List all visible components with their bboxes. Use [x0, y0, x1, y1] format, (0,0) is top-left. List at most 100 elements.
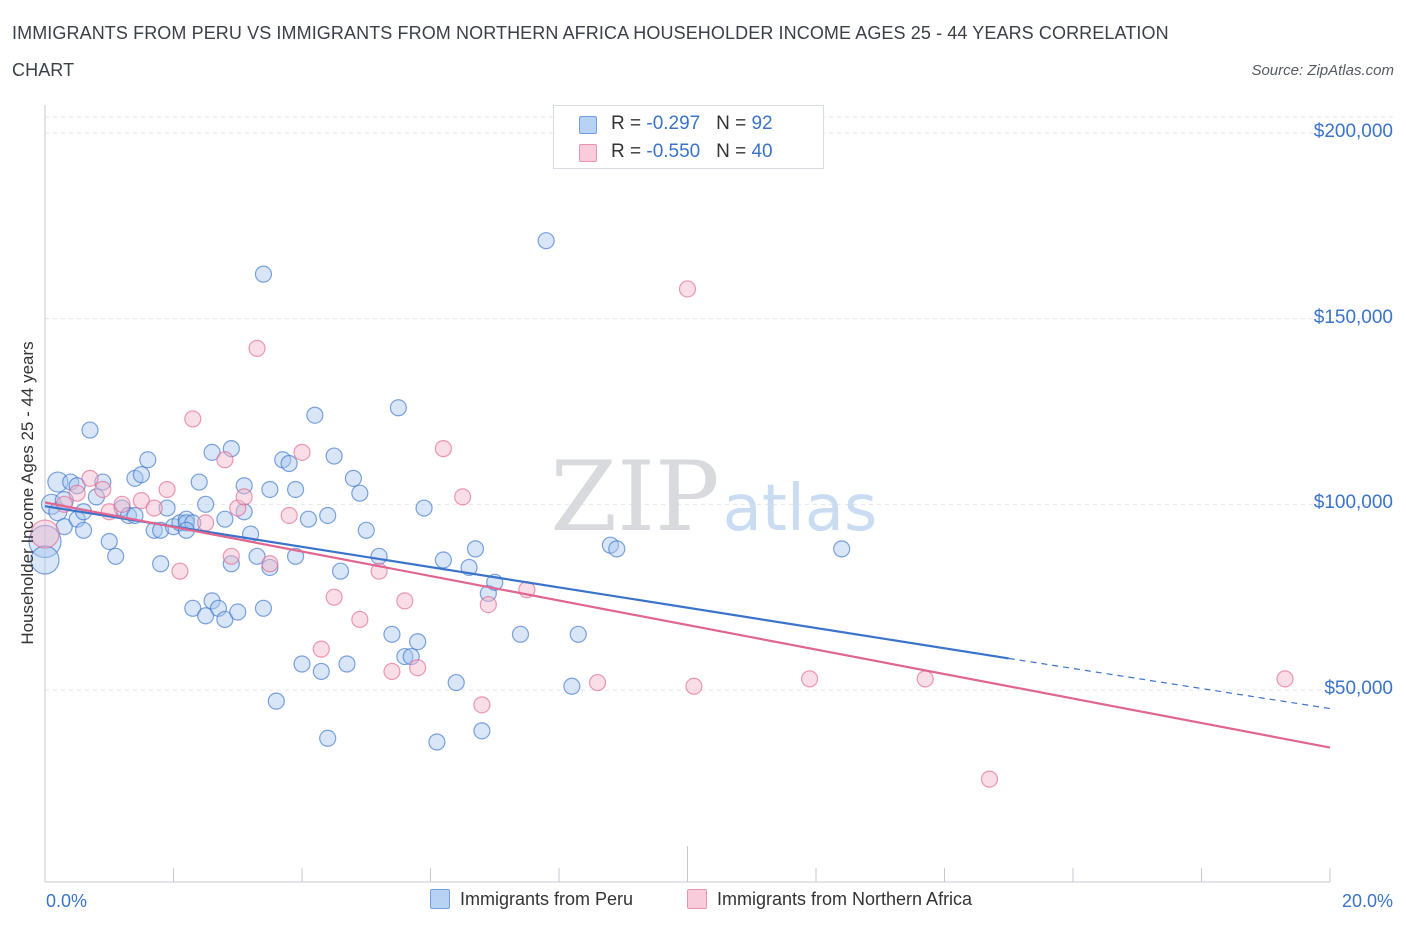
legend-n-value-peru: 92: [751, 113, 773, 134]
legend-swatch-northern-africa: [579, 144, 597, 162]
peru-point: [190, 473, 208, 491]
peru-point: [434, 551, 452, 569]
series-northern-africa-points: [30, 280, 1294, 788]
chart-title-line-2: CHART: [12, 60, 75, 80]
peru-point: [370, 547, 388, 565]
peru-point: [267, 692, 285, 710]
series-legend-swatch-northern-africa: [687, 889, 707, 909]
peru-point: [132, 466, 150, 484]
watermark-zip: ZIP: [550, 441, 719, 553]
northern-africa-point: [261, 555, 279, 573]
x-tick-label-left: 0.0%: [46, 891, 88, 911]
northern-africa-point: [184, 410, 202, 428]
peru-point: [447, 673, 465, 692]
peru-point: [74, 521, 93, 539]
peru-point: [319, 506, 337, 525]
x-tick-label-right: 20.0%: [1341, 891, 1393, 911]
series-legend-label-peru: Immigrants from Peru: [460, 889, 634, 909]
peru-point: [344, 469, 362, 487]
northern-africa-point: [685, 677, 703, 695]
y-tick-label: $150,000: [1313, 306, 1393, 328]
series-legend-northern-africa: Immigrants from Northern Africa: [687, 889, 972, 910]
peru-point: [409, 633, 427, 651]
chart-title: IMMIGRANTS FROM PERU VS IMMIGRANTS FROM …: [12, 20, 1232, 83]
peru-point: [286, 480, 305, 499]
peru-point: [357, 521, 375, 539]
watermark-atlas: atlas: [723, 472, 878, 546]
peru-point: [833, 540, 851, 558]
peru-point: [248, 547, 266, 565]
northern-africa-point: [479, 595, 497, 614]
y-tick-label: $200,000: [1313, 121, 1393, 142]
legend-r-label: R =: [611, 113, 647, 134]
northern-africa-point: [409, 659, 427, 677]
peru-point: [466, 540, 485, 558]
peru-point: [184, 599, 202, 617]
peru-point: [299, 510, 318, 528]
peru-point: [383, 625, 401, 643]
peru-point: [293, 655, 311, 673]
northern-africa-point: [94, 480, 112, 499]
stats-legend: R = -0.297 N = 92 R = -0.550 N = 40: [553, 105, 824, 169]
northern-africa-point: [916, 670, 934, 688]
peru-point: [197, 607, 215, 625]
series-legend-label-northern-africa: Immigrants from Northern Africa: [717, 889, 973, 909]
northern-africa-point: [800, 670, 819, 688]
peru-point: [158, 499, 176, 517]
peru-point: [81, 421, 99, 439]
series-legend-peru: Immigrants from Peru: [430, 889, 633, 910]
peru-point: [197, 495, 215, 513]
peru-point: [563, 677, 581, 695]
peru-point: [319, 729, 337, 747]
series-peru-points: [28, 232, 851, 751]
northern-africa-point: [454, 488, 472, 506]
peru-point: [139, 451, 157, 469]
peru-point: [216, 510, 234, 528]
northern-africa-point: [351, 610, 369, 629]
peru-point: [254, 599, 273, 617]
chart-title-line-1: IMMIGRANTS FROM PERU VS IMMIGRANTS FROM …: [12, 23, 1169, 43]
northern-africa-point: [325, 588, 343, 606]
peru-point: [569, 625, 587, 643]
peru-point: [152, 555, 170, 573]
northern-africa-point: [30, 519, 60, 549]
peru-point: [511, 625, 530, 643]
peru-point: [351, 484, 369, 502]
peru-point: [338, 655, 356, 673]
northern-africa-point: [158, 480, 176, 499]
peru-point: [254, 265, 273, 283]
peru-point: [389, 399, 407, 417]
peru-point: [331, 562, 350, 580]
peru-point: [30, 545, 60, 575]
northern-africa-point: [81, 469, 99, 487]
northern-africa-point: [113, 495, 131, 513]
peru-point: [396, 647, 414, 666]
gridlines: [45, 116, 1395, 691]
northern-africa-point: [396, 592, 414, 610]
peru-point: [203, 443, 221, 461]
peru-point: [428, 733, 446, 751]
trend-lines: [44, 501, 1331, 749]
legend-n-label: N =: [716, 141, 752, 162]
peru-point: [415, 499, 433, 517]
peru-point: [325, 447, 343, 465]
peru-point: [28, 524, 62, 559]
northern-africa-point: [145, 499, 163, 517]
legend-r-value-northern-africa: -0.550: [646, 141, 701, 162]
peru-trend-line: [44, 505, 1009, 660]
legend-r-label: R =: [611, 141, 647, 162]
northern-africa-point: [588, 673, 607, 692]
northern-africa-trend-line: [44, 501, 1331, 749]
peru-point: [312, 662, 330, 681]
northern-africa-point: [383, 662, 401, 681]
northern-africa-point: [222, 547, 240, 565]
northern-africa-point: [473, 696, 491, 714]
legend-n-value-northern-africa: 40: [751, 141, 773, 162]
northern-africa-point: [216, 451, 234, 469]
northern-africa-point: [68, 484, 86, 502]
y-axis-label: Householder Income Ages 25 - 44 years: [18, 341, 37, 645]
series-legend-swatch-peru: [430, 889, 450, 909]
peru-point: [280, 454, 298, 473]
legend-swatch-peru: [579, 116, 597, 134]
